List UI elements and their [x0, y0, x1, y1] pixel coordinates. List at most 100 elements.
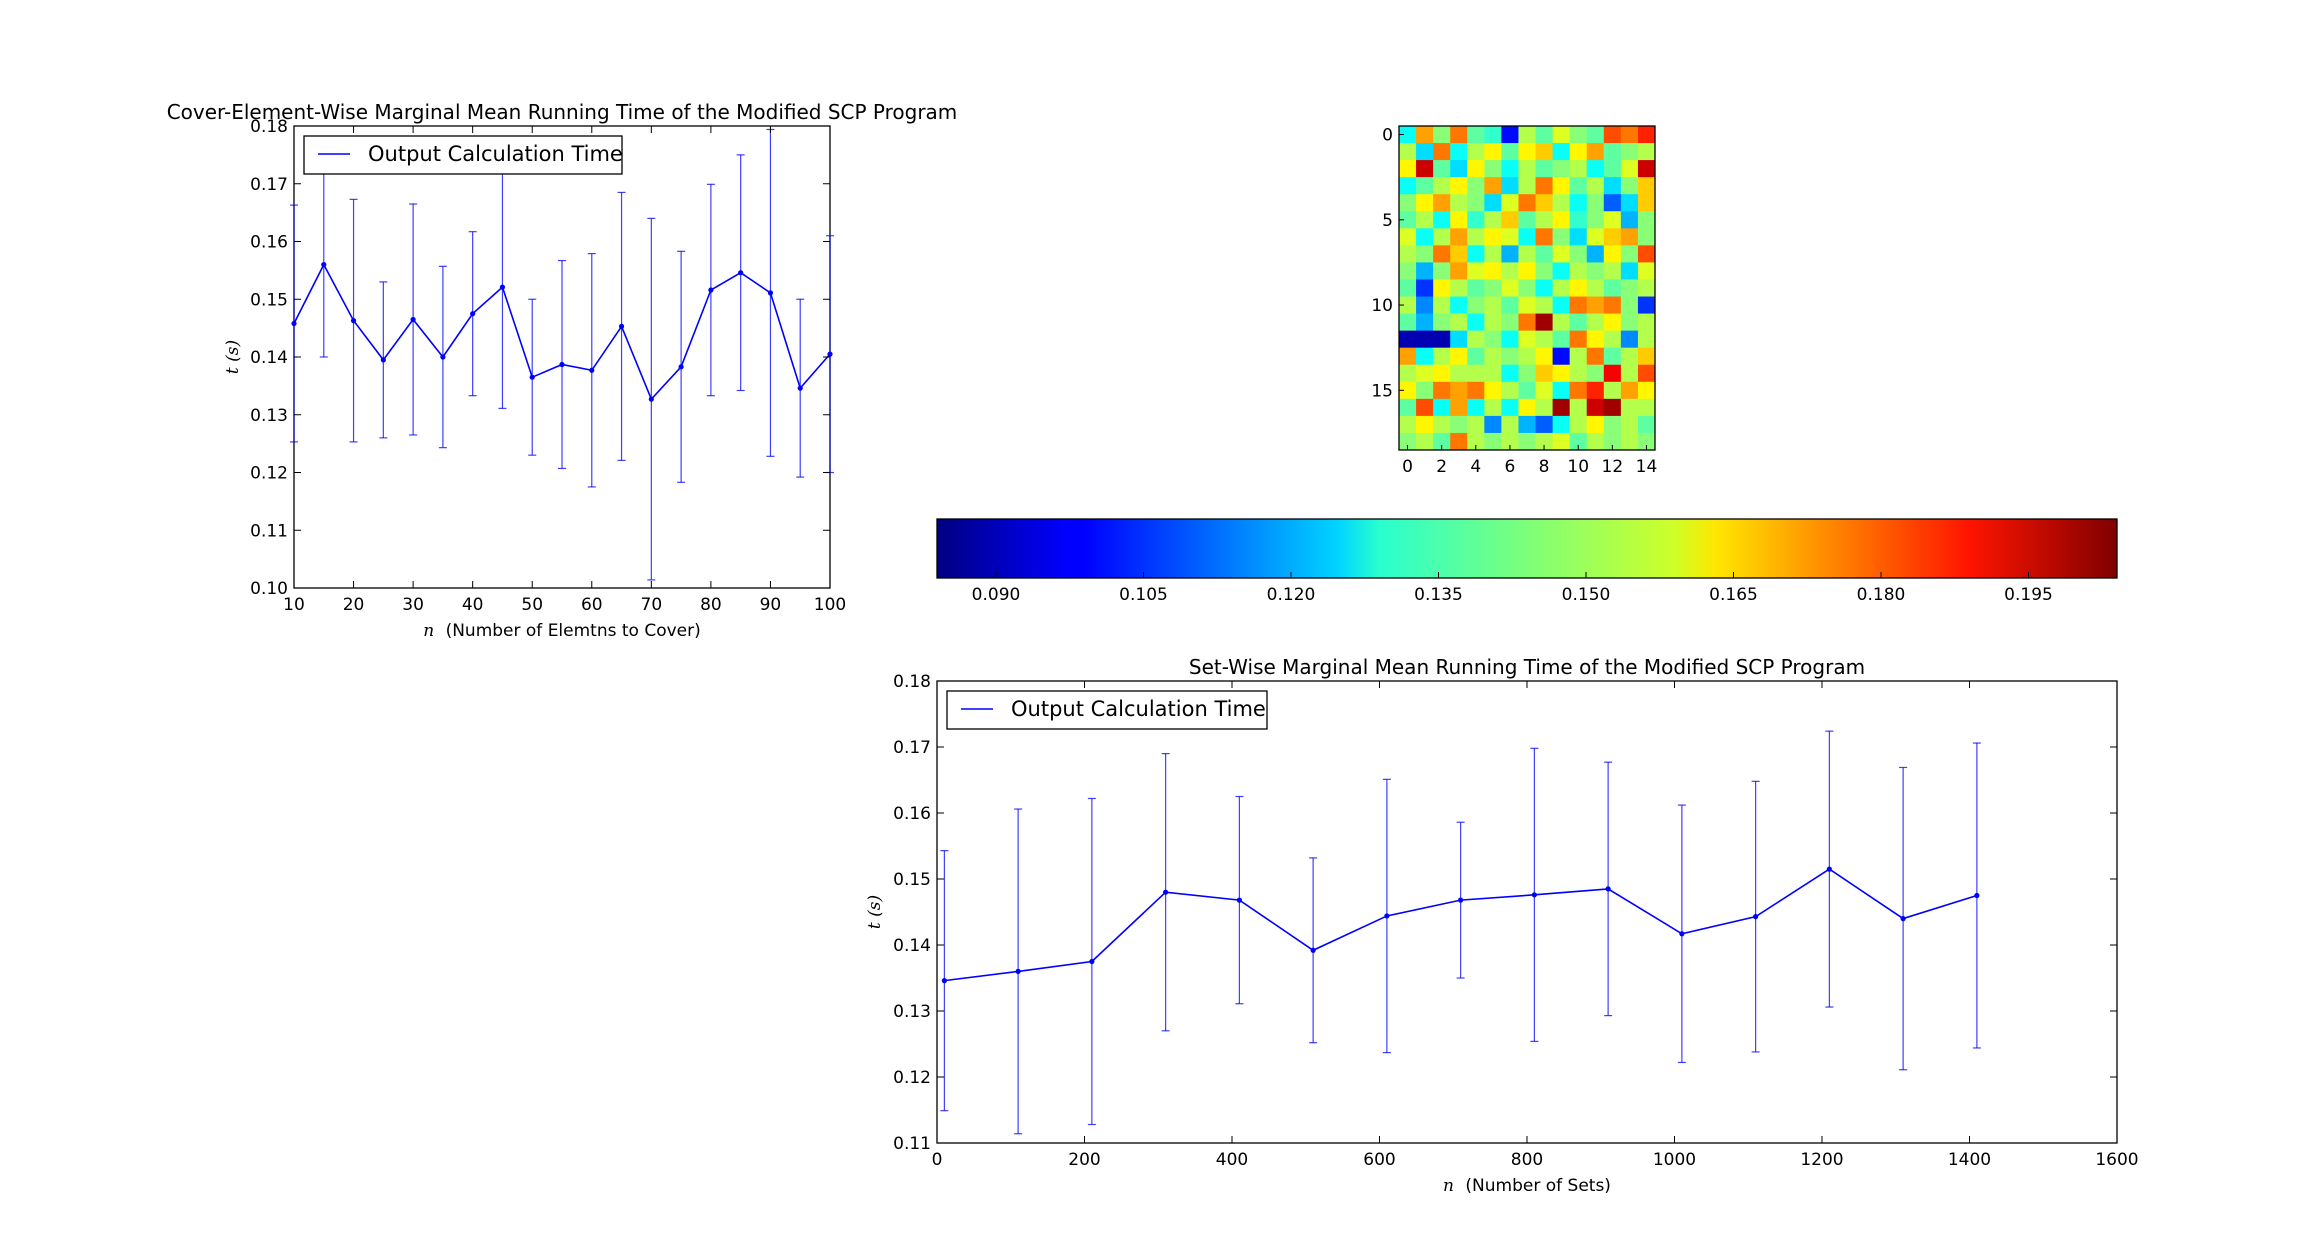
- heatmap-cell: [1569, 415, 1588, 434]
- heatmap-cell: [1603, 160, 1622, 178]
- heatmap-cell: [1535, 398, 1554, 417]
- c2-ytick-label: 0.16: [893, 804, 931, 824]
- heatmap-cell: [1552, 160, 1571, 178]
- heatmap-cell: [1501, 398, 1519, 417]
- heatmap-cell: [1450, 313, 1468, 332]
- c1-ytick-label: 0.15: [250, 290, 288, 310]
- chart2-legend-box: [946, 690, 1268, 730]
- heatmap-cell: [1433, 228, 1451, 246]
- c2-ytick-label: 0.18: [893, 672, 931, 692]
- element-wise-chart: Cover-Element-Wise Marginal Mean Running…: [167, 100, 958, 641]
- heatmap-cell: [1484, 245, 1502, 263]
- heatmap-cell: [1467, 432, 1485, 451]
- heatmap-cell: [1518, 143, 1537, 161]
- heatmap-cell: [1620, 381, 1639, 400]
- heatmap-cell: [1586, 313, 1605, 332]
- heatmap-cell: [1552, 330, 1571, 349]
- heatmap-cell: [1637, 432, 1656, 451]
- heatmap-cell: [1433, 194, 1451, 212]
- heatmap-cell: [1552, 211, 1571, 229]
- c2-xtick-label: 1000: [1653, 1150, 1696, 1170]
- heatmap-cell: [1416, 398, 1434, 417]
- heatmap-cell: [1586, 245, 1605, 263]
- heatmap-cell: [1518, 330, 1537, 349]
- heatmap-xtick-label: 0: [1402, 457, 1413, 477]
- heatmap-cell: [1467, 177, 1485, 195]
- heatmap-cell: [1586, 126, 1605, 144]
- heatmap-cell: [1501, 245, 1519, 263]
- c1-xtick-label: 80: [700, 595, 722, 615]
- heatmap-cell: [1552, 194, 1571, 212]
- chart2-title: Set-Wise Marginal Mean Running Time of t…: [1189, 655, 1865, 679]
- heatmap-cell: [1467, 313, 1485, 332]
- heatmap-cell: [1450, 279, 1468, 298]
- heatmap-cell: [1416, 296, 1434, 315]
- heatmap-cell: [1450, 296, 1468, 315]
- heatmap-cell: [1501, 347, 1519, 366]
- c2-ytick-label: 0.14: [893, 936, 931, 956]
- heatmap-cell: [1467, 296, 1485, 315]
- heatmap-cell: [1535, 245, 1554, 263]
- heatmap-cell: [1620, 143, 1639, 161]
- heatmap-cell: [1569, 126, 1588, 144]
- c1-data-point: [827, 351, 833, 357]
- heatmap-cell: [1433, 262, 1451, 280]
- heatmap-cell: [1501, 160, 1519, 178]
- heatmap-cell: [1603, 262, 1622, 280]
- heatmap-cell: [1603, 415, 1622, 434]
- c2-data-point: [1089, 958, 1095, 965]
- c1-xtick-label: 50: [521, 595, 543, 615]
- heatmap-cell: [1416, 432, 1434, 451]
- heatmap-cell: [1518, 381, 1537, 400]
- heatmap-xtick-label: 2: [1436, 457, 1447, 477]
- heatmap-cell: [1535, 160, 1554, 178]
- heatmap-cell: [1518, 432, 1537, 451]
- c1-data-point: [440, 354, 446, 360]
- heatmap-cell: [1416, 126, 1434, 144]
- heatmap-cell: [1637, 415, 1656, 434]
- heatmap-cell: [1450, 432, 1468, 451]
- heatmap-cell: [1637, 364, 1656, 383]
- heatmap-cell: [1569, 330, 1588, 349]
- c1-xtick-label: 70: [641, 595, 663, 615]
- heatmap-cell: [1518, 245, 1537, 263]
- heatmap-cell: [1484, 211, 1502, 229]
- heatmap-cell: [1484, 381, 1502, 400]
- heatmap-cell: [1399, 415, 1417, 434]
- heatmap-cell: [1518, 279, 1537, 298]
- c1-data-point: [678, 364, 684, 370]
- chart1-title: Cover-Element-Wise Marginal Mean Running…: [167, 100, 958, 124]
- heatmap-cell: [1552, 415, 1571, 434]
- heatmap-cell: [1603, 432, 1622, 451]
- heatmap-cell: [1586, 432, 1605, 451]
- heatmap-cell: [1433, 126, 1451, 144]
- heatmap-cell: [1399, 347, 1417, 366]
- heatmap-cell: [1416, 245, 1434, 263]
- heatmap-cell: [1569, 313, 1588, 332]
- heatmap-cell: [1586, 330, 1605, 349]
- heatmap-cell: [1637, 177, 1656, 195]
- heatmap-cell: [1535, 330, 1554, 349]
- c1-ytick-label: 0.12: [250, 464, 288, 484]
- heatmap-cell: [1399, 177, 1417, 195]
- heatmap-cell: [1416, 279, 1434, 298]
- c2-ytick-label: 0.17: [893, 738, 931, 758]
- heatmap-cell: [1399, 398, 1417, 417]
- c2-xtick-label: 800: [1511, 1150, 1543, 1170]
- heatmap-cell: [1416, 143, 1434, 161]
- c1-data-point: [589, 367, 595, 373]
- c1-xtick-label: 30: [402, 595, 424, 615]
- heatmap-cell: [1535, 194, 1554, 212]
- c2-xtick-label: 0: [932, 1150, 943, 1170]
- c1-data-point: [767, 290, 774, 296]
- heatmap-cell: [1586, 415, 1605, 434]
- heatmap-cell: [1416, 347, 1434, 366]
- heatmap-cell: [1416, 313, 1434, 332]
- heatmap-xtick-label: 6: [1505, 457, 1516, 477]
- heatmap-cell: [1569, 228, 1588, 246]
- chart2-xlabel-var: n: [1443, 1176, 1454, 1196]
- heatmap-cell: [1450, 194, 1468, 212]
- chart2-plot-frame: [936, 680, 2118, 1144]
- heatmap-cell: [1552, 296, 1571, 315]
- chart2-ylabel: t (s): [865, 895, 885, 929]
